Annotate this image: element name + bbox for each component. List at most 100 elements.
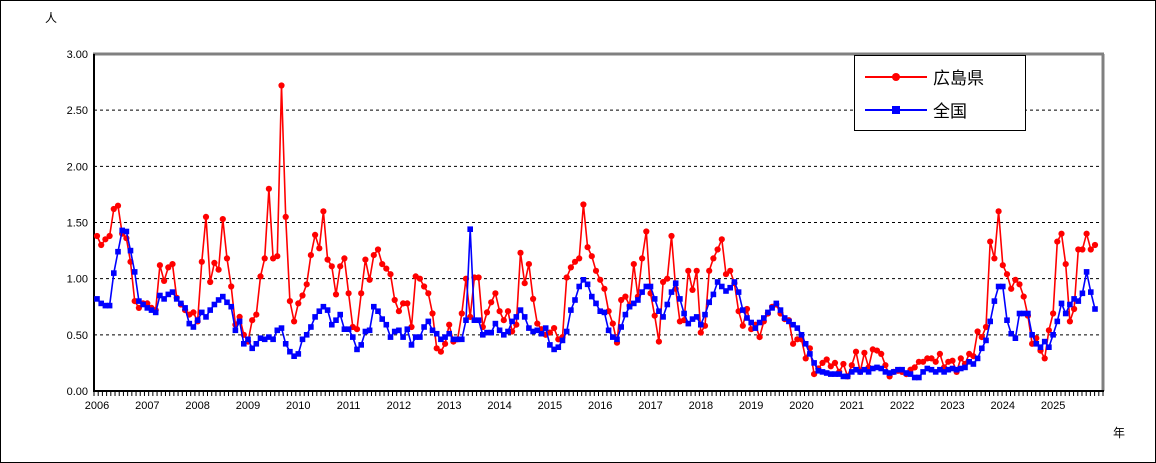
zenkoku-data-point [249, 345, 255, 352]
hiroshima-data-point [609, 320, 616, 327]
y-tick-label: 0.00 [67, 386, 88, 398]
zenkoku-data-point [1000, 283, 1006, 290]
hiroshima-data-point [161, 277, 168, 284]
hiroshima-data-point [307, 252, 314, 259]
x-tick-label: 2025 [1041, 400, 1065, 412]
hiroshima-data-point [228, 283, 235, 290]
x-tick-label: 2011 [337, 400, 361, 412]
zenkoku-data-point [224, 299, 230, 306]
hiroshima-data-point [1041, 355, 1048, 362]
zenkoku-data-point [173, 296, 180, 302]
x-tick-label: 2008 [185, 400, 209, 412]
y-tick-label: 2.00 [67, 161, 88, 173]
hiroshima-data-point [714, 246, 721, 253]
zenkoku-data-point [568, 307, 574, 313]
zenkoku-data-point [446, 330, 452, 337]
hiroshima-data-point [957, 355, 964, 362]
hiroshima-data-point [1083, 230, 1090, 237]
zenkoku-data-point [777, 307, 784, 313]
zenkoku-data-point [232, 327, 239, 334]
zenkoku-data-point [270, 336, 276, 343]
hiroshima-data-point [597, 276, 604, 283]
hiroshima-data-point [999, 262, 1006, 269]
zenkoku-data-point [421, 324, 427, 330]
hiroshima-data-point [588, 253, 595, 260]
legend-item-zenkoku: 全国 [855, 97, 1025, 122]
hiroshima-data-point [488, 299, 495, 306]
zenkoku-data-point [454, 336, 461, 343]
hiroshima-data-point [840, 360, 847, 368]
zenkoku-data-point [987, 318, 993, 325]
zenkoku-data-point [572, 297, 578, 303]
hiroshima-data-point [286, 298, 293, 305]
zenkoku-data-point [199, 309, 205, 316]
zenkoku-data-point [496, 327, 503, 334]
zenkoku-data-point [807, 351, 813, 357]
hiroshima-data-point [223, 255, 231, 262]
zenkoku-data-point [979, 345, 985, 352]
zenkoku-data-point [194, 317, 201, 323]
zenkoku-data-point [723, 288, 729, 294]
zenkoku-data-point [584, 281, 591, 288]
hiroshima-data-point [374, 246, 382, 253]
zenkoku-data-point [907, 371, 914, 377]
zenkoku-data-point [278, 325, 285, 331]
hiroshima-data-point [198, 258, 205, 265]
hiroshima-data-point [991, 255, 998, 262]
blue-square-marker-icon [892, 105, 900, 114]
zenkoku-data-point [148, 307, 155, 313]
hiroshima-data-point [265, 185, 272, 192]
zenkoku-data-point [115, 248, 121, 255]
hiroshima-data-point [1045, 327, 1052, 334]
zenkoku-data-point [1083, 269, 1090, 275]
hiroshima-data-point [483, 309, 491, 316]
hiroshima-data-point [1087, 246, 1094, 253]
zenkoku-data-point [895, 366, 901, 373]
zenkoku-data-point [450, 336, 457, 343]
zenkoku-data-point [857, 369, 863, 375]
zenkoku-data-point [689, 316, 696, 322]
zenkoku-data-point [1041, 338, 1048, 345]
hiroshima-data-point [337, 263, 344, 270]
zenkoku-data-point [362, 328, 369, 335]
hiroshima-data-point [492, 290, 499, 297]
zenkoku-data-point [1012, 335, 1019, 341]
zenkoku-data-point [840, 373, 847, 380]
hiroshima-data-point [551, 325, 558, 332]
hiroshima-data-point [458, 310, 465, 317]
zenkoku-data-point [589, 293, 595, 300]
x-tick-label: 2015 [538, 400, 562, 412]
zenkoku-data-point [995, 283, 1002, 290]
zenkoku-data-point [186, 320, 193, 327]
hiroshima-data-point [106, 232, 113, 240]
hiroshima-data-point [156, 262, 163, 269]
hiroshima-data-point [534, 320, 541, 327]
zenkoku-data-point [924, 365, 931, 372]
hiroshima-series-sample [865, 70, 927, 84]
zenkoku-data-point [937, 366, 943, 373]
zenkoku-data-point [102, 302, 109, 309]
hiroshima-data-point [379, 261, 386, 268]
hiroshima-data-point [848, 362, 855, 369]
zenkoku-data-point [802, 341, 809, 347]
zenkoku-data-point [706, 299, 712, 306]
hiroshima-data-point [664, 275, 671, 282]
x-tick-label: 2014 [487, 400, 511, 412]
zenkoku-data-point [261, 336, 268, 343]
hiroshima-data-point [517, 249, 524, 256]
hiroshima-data-point [618, 296, 625, 304]
y-tick-label: 0.50 [67, 330, 88, 342]
hiroshima-data-point [324, 256, 331, 263]
x-axis-ticks [93, 392, 1104, 396]
hiroshima-data-point [831, 359, 839, 366]
zenkoku-data-point [257, 335, 264, 341]
zenkoku-data-point [882, 369, 889, 375]
zenkoku-data-point [773, 300, 780, 307]
hiroshima-data-point [1020, 293, 1027, 300]
hiroshima-data-point [521, 280, 528, 287]
hiroshima-data-point [1054, 238, 1061, 245]
zenkoku-data-point [111, 270, 117, 276]
zenkoku-data-point [681, 310, 687, 317]
hiroshima-data-point [622, 293, 629, 300]
zenkoku-data-point [861, 366, 868, 373]
